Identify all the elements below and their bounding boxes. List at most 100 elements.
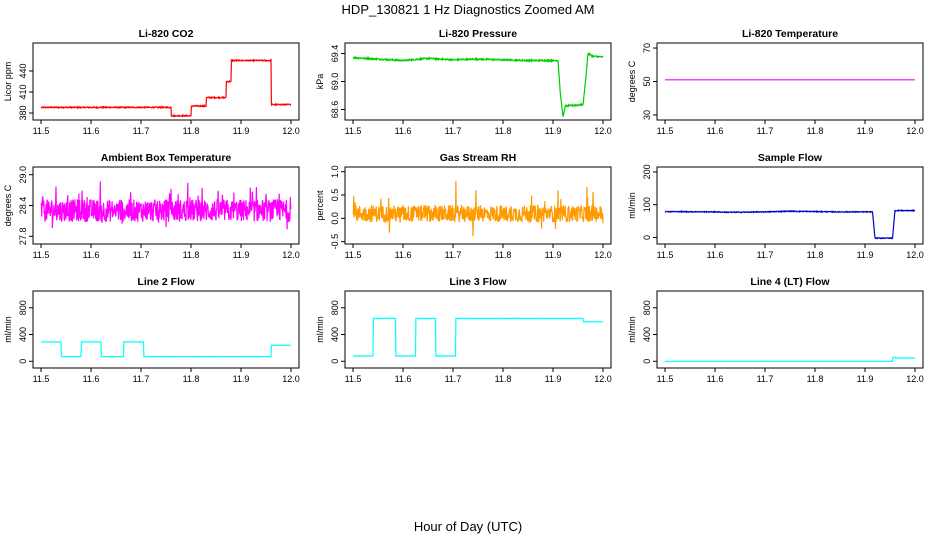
x-tick-label: 11.6 [395,126,412,136]
x-tick-label: 11.5 [657,126,674,136]
x-tick-label: 11.7 [445,250,462,260]
series-line-1 [352,180,604,237]
panel-title: Sample Flow [758,152,823,164]
x-tick-label: 11.9 [857,126,874,136]
panel-title: Li-820 CO2 [139,28,194,40]
x-tick-label: 12.0 [282,126,300,136]
x-tick-label: 11.7 [133,250,150,260]
plot-frame [344,290,612,369]
y-axis-label: kPa [315,74,325,90]
y-tick-label: 200 [642,164,652,179]
x-tick-label: 11.9 [233,126,250,136]
panel-4: Ambient Box Temperature degrees C 11.5 11.6… [3,152,300,260]
series-line-1 [40,340,292,358]
y-tick-label: 28.4 [18,197,28,215]
plot-frame [344,166,612,245]
x-tick-label: 12.0 [282,250,300,260]
x-tick-label: 11.6 [395,374,412,384]
y-tick-label: 30 [642,110,652,120]
y-tick-label: 29.0 [18,166,28,184]
x-tick-label: 11.7 [757,126,774,136]
x-tick-label: 11.5 [657,374,674,384]
x-tick-label: 11.6 [83,374,100,384]
x-tick-label: 12.0 [594,250,612,260]
x-tick-label: 11.9 [233,374,250,384]
x-tick-label: 11.9 [545,250,562,260]
series-line-1 [352,317,604,358]
y-axis-label: ml/min [3,316,13,343]
x-tick-label: 11.8 [807,250,824,260]
x-tick-label: 11.7 [133,126,150,136]
panel-1: Li-820 CO2 Licor ppm 11.5 11.6 11.7 11.8 11.9 1… [3,28,300,136]
y-tick-label: 0.0 [330,212,340,225]
panel-title: Li-820 Temperature [742,28,838,40]
y-axis-label: percent [315,190,325,221]
series-line-1 [40,58,292,118]
x-tick-label: 11.9 [545,374,562,384]
x-tick-label: 11.7 [757,374,774,384]
x-tick-label: 11.7 [133,374,150,384]
panel-9: Line 4 (LT) Flow ml/min 11.5 11.6 11.7 11.8 11… [627,276,924,384]
y-tick-label: 800 [18,300,28,315]
x-tick-label: 11.5 [345,126,362,136]
y-axis-label: ml/min [627,192,637,219]
panel-grid: Li-820 CO2 Licor ppm 11.5 11.6 11.7 11.8 11.9 1… [3,28,924,384]
plot-frame [32,42,300,121]
y-tick-label: 27.8 [18,228,28,246]
y-tick-label: 50 [642,76,652,86]
y-tick-label: 69.4 [330,45,340,63]
y-tick-label: 400 [18,327,28,342]
y-tick-label: 0.5 [330,189,340,202]
y-tick-label: 1.0 [330,165,340,178]
panel-5: Gas Stream RH percent 11.5 11.6 11.7 11.8 11.9… [315,152,612,260]
x-tick-label: 11.7 [445,126,462,136]
y-axis-label: Licor ppm [3,62,13,102]
x-tick-label: 11.6 [395,250,412,260]
x-tick-label: 11.5 [33,126,50,136]
panel-8: Line 3 Flow ml/min 11.5 11.6 11.7 11.8 11.9 12.… [315,276,612,384]
panel-3: Li-820 Temperature degrees C 11.5 11.6 11.7 1… [627,28,924,136]
x-tick-label: 11.5 [657,250,674,260]
x-tick-label: 11.8 [183,250,200,260]
x-tick-label: 11.5 [33,374,50,384]
y-tick-label: -0.5 [330,234,340,250]
plot-frame [656,290,924,369]
x-tick-label: 11.6 [707,250,724,260]
x-tick-label: 11.9 [857,374,874,384]
series-line-1 [665,356,915,363]
y-tick-label: 70 [642,43,652,53]
y-tick-label: 380 [18,105,28,120]
panel-2: Li-820 Pressure kPa 11.5 11.6 11.7 11.8 11.9 12… [315,28,612,136]
x-tick-label: 11.6 [707,374,724,384]
y-axis-label: ml/min [627,316,637,343]
panel-title: Line 2 Flow [137,276,195,288]
x-tick-label: 11.9 [857,250,874,260]
series-line-1 [664,208,916,240]
y-tick-label: 0 [330,359,340,364]
y-tick-label: 100 [642,197,652,212]
x-tick-label: 12.0 [282,374,300,384]
y-tick-label: 68.6 [330,101,340,119]
y-tick-label: 400 [330,327,340,342]
x-tick-label: 11.8 [183,126,200,136]
y-tick-label: 800 [330,300,340,315]
plot-frame [656,166,924,245]
x-tick-label: 11.7 [757,250,774,260]
x-tick-label: 11.5 [345,374,362,384]
x-tick-label: 11.5 [345,250,362,260]
x-tick-label: 12.0 [906,250,924,260]
x-tick-label: 11.8 [807,374,824,384]
panel-title: Li-820 Pressure [439,28,517,40]
y-tick-label: 800 [642,300,652,315]
plot-frame [32,290,300,369]
x-tick-label: 11.5 [33,250,50,260]
y-axis-label: ml/min [315,316,325,343]
panel-title: Line 4 (LT) Flow [750,276,830,288]
y-tick-label: 0 [642,359,652,364]
panel-title: Gas Stream RH [440,152,516,164]
x-tick-label: 11.8 [495,126,512,136]
x-tick-label: 11.8 [495,374,512,384]
y-tick-label: 0 [642,235,652,240]
plot-frame [656,42,924,121]
